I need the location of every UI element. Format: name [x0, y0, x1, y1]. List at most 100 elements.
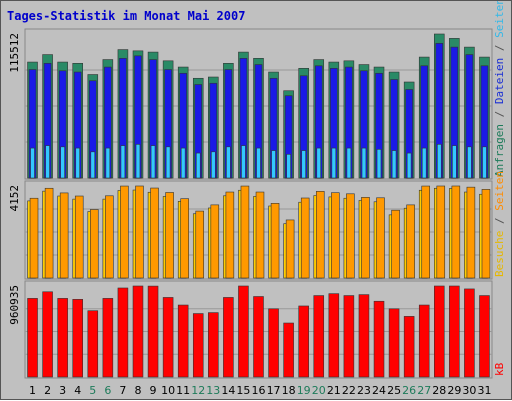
bar-seiten-day-12 [195, 152, 201, 179]
bar-seiten-day-13 [210, 204, 220, 279]
bar-seiten-day-1 [30, 147, 35, 179]
x-tick-label: 29 [447, 384, 461, 397]
x-tick-label: 30 [462, 384, 476, 397]
x-tick-label: 2 [44, 384, 51, 397]
x-tick-label: 6 [104, 384, 111, 397]
panel-top-legend: Anfragen / Dateien / Seiten [493, 1, 506, 177]
bar-kb-day-21 [328, 293, 340, 378]
x-tick-label: 5 [89, 384, 96, 397]
bar-seiten-day-28 [436, 185, 446, 279]
x-tick-label: 18 [282, 384, 296, 397]
bar-seiten-day-31 [481, 189, 491, 279]
bar-seiten-day-19 [300, 197, 310, 279]
legend-entry: Anfragen [493, 124, 506, 177]
bar-seiten-day-22 [346, 193, 355, 279]
x-tick-label: 28 [432, 384, 446, 397]
bar-kb-day-4 [72, 299, 83, 378]
bar-seiten-day-4 [75, 147, 80, 179]
bar-kb-day-26 [403, 316, 415, 378]
x-tick-label: 24 [372, 384, 386, 397]
bar-seiten-day-12 [195, 210, 205, 279]
legend-entry: kB [493, 362, 506, 376]
bar-kb-day-17 [268, 308, 279, 378]
legend-entry: Seiten [493, 1, 506, 38]
x-tick-label: 12 [191, 384, 205, 397]
bar-kb-day-15 [238, 285, 249, 378]
bar-kb-day-14 [223, 297, 234, 378]
x-tick-label: 27 [417, 384, 431, 397]
bar-seiten-day-27 [421, 147, 427, 179]
bar-seiten-day-1 [29, 197, 39, 279]
bar-seiten-day-21 [331, 192, 340, 279]
bar-seiten-day-23 [361, 147, 367, 179]
bar-seiten-day-24 [376, 197, 385, 279]
panel-bot-max-label: 960935 [8, 285, 21, 325]
bar-seiten-day-19 [301, 150, 306, 179]
x-tick-label: 26 [402, 384, 416, 397]
bar-kb-day-3 [57, 298, 68, 378]
bar-kb-day-24 [373, 300, 385, 378]
bar-seiten-day-13 [211, 151, 216, 179]
bar-seiten-day-15 [241, 145, 246, 179]
bar-kb-day-9 [147, 285, 159, 378]
bar-kb-day-19 [298, 305, 309, 378]
legend-entry: Dateien [493, 58, 506, 104]
bar-seiten-day-9 [150, 187, 159, 279]
legend-entry: / [493, 211, 506, 231]
bar-seiten-day-14 [226, 146, 231, 179]
bar-seiten-day-17 [271, 150, 276, 179]
x-tick-label: 14 [221, 384, 235, 397]
bar-seiten-day-7 [120, 185, 129, 279]
bar-seiten-day-11 [180, 198, 189, 279]
x-tick-label: 15 [236, 384, 250, 397]
bar-seiten-day-22 [346, 147, 352, 179]
x-tick-label: 3 [59, 384, 66, 397]
bar-seiten-day-25 [391, 150, 397, 179]
bar-kb-day-1 [27, 298, 38, 378]
bar-kb-day-23 [358, 294, 370, 378]
x-tick-label: 16 [252, 384, 266, 397]
bar-seiten-day-5 [90, 209, 99, 279]
bar-seiten-day-29 [451, 185, 461, 279]
bar-seiten-day-21 [331, 147, 337, 179]
bar-seiten-day-16 [256, 147, 261, 179]
x-tick-label: 11 [176, 384, 190, 397]
bar-seiten-day-15 [240, 185, 250, 279]
bar-seiten-day-4 [74, 195, 84, 279]
bar-kb-day-29 [449, 285, 460, 378]
bar-seiten-day-7 [120, 145, 126, 179]
x-tick-label: 1 [29, 384, 36, 397]
bar-kb-day-8 [132, 285, 144, 378]
x-tick-label: 17 [267, 384, 281, 397]
bar-kb-day-11 [177, 304, 189, 378]
x-tick-label: 22 [342, 384, 356, 397]
bar-seiten-day-9 [150, 145, 156, 179]
x-tick-label: 4 [74, 384, 81, 397]
x-tick-label: 31 [477, 384, 491, 397]
bar-seiten-day-23 [361, 197, 370, 279]
bar-seiten-day-5 [90, 151, 96, 179]
bar-kb-day-27 [418, 304, 430, 378]
bar-kb-day-20 [313, 295, 325, 378]
x-tick-label: 21 [327, 384, 341, 397]
bar-kb-day-30 [464, 288, 475, 378]
bar-kb-day-16 [253, 296, 264, 378]
bar-seiten-day-8 [135, 144, 141, 179]
x-tick-label: 13 [206, 384, 220, 397]
bar-seiten-day-11 [180, 147, 186, 179]
bar-seiten-day-27 [421, 185, 430, 279]
bar-seiten-day-10 [165, 192, 174, 279]
bar-kb-day-6 [102, 298, 114, 378]
x-tick-label: 8 [134, 384, 141, 397]
bar-seiten-day-24 [376, 149, 382, 179]
bar-seiten-day-3 [59, 192, 69, 279]
bar-seiten-day-6 [105, 147, 111, 179]
x-tick-label: 23 [357, 384, 371, 397]
bar-seiten-day-29 [452, 145, 457, 179]
bar-seiten-day-8 [135, 185, 144, 279]
bar-seiten-day-20 [315, 191, 325, 279]
bar-seiten-day-28 [437, 144, 442, 179]
bar-kb-day-7 [117, 287, 129, 378]
